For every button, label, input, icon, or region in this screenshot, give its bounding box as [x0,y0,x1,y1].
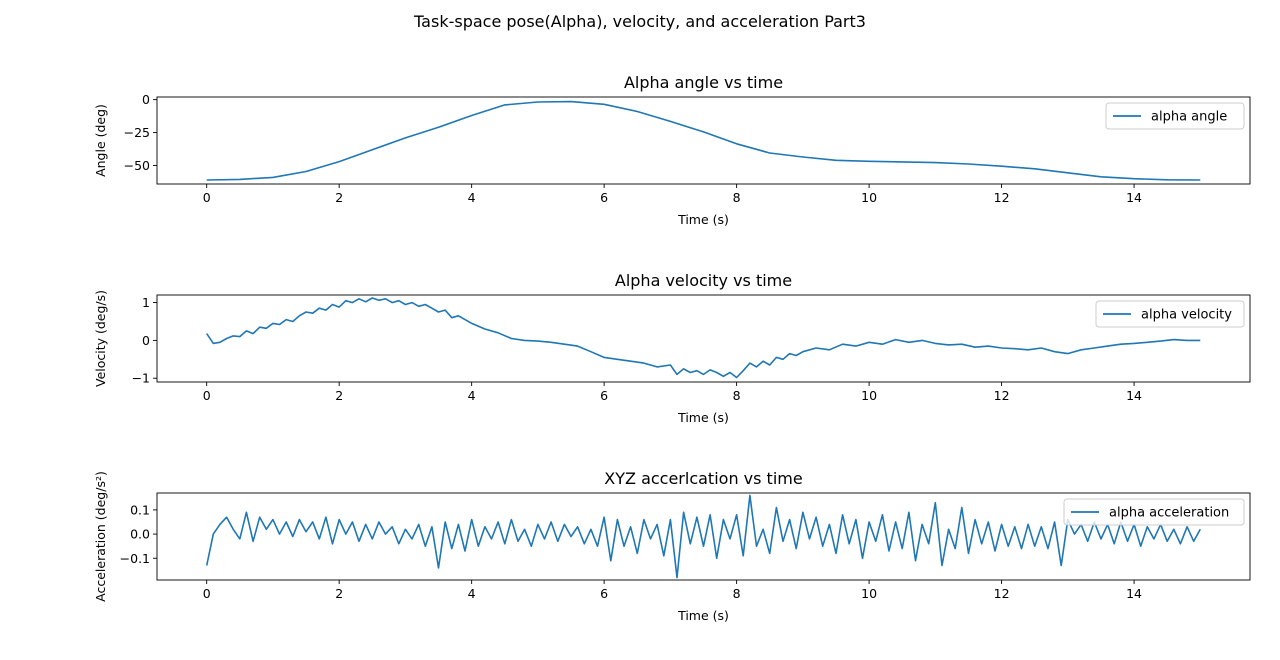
x-tick-label: 10 [861,190,877,205]
axes-frame [156,294,1251,383]
series-line-0 [206,100,1201,181]
axes-frame [156,492,1251,581]
subplot-1: Alpha angle vs time 0 2 4 6 8 10 12 14 0 −25 −50 Tim… [93,73,1251,227]
subplot-title: Alpha angle vs time [624,73,783,92]
x-tick-label: 6 [600,586,608,601]
x-tick-label: 12 [994,586,1010,601]
x-tick-label: 12 [994,388,1010,403]
legend: alpha acceleration [1063,498,1245,526]
x-tick-label: 0 [203,388,211,403]
legend-label: alpha acceleration [1109,506,1229,521]
x-tick-label: 14 [1126,190,1142,205]
x-axis-label: Time (s) [677,212,729,227]
x-tick-label: 8 [733,388,741,403]
legend: alpha angle [1105,102,1245,130]
legend-box [1095,300,1245,328]
series-line-0 [206,297,1201,379]
x-tick-label: 0 [203,586,211,601]
x-tick-label: 6 [600,190,608,205]
y-tick-label: 0.1 [130,502,150,517]
legend: alpha velocity [1095,300,1245,328]
legend-box [1063,498,1245,526]
y-tick-label: −25 [124,125,150,140]
y-tick-label: −50 [124,158,150,173]
x-tick-label: 14 [1126,388,1142,403]
x-tick-label: 6 [600,388,608,403]
y-tick-label: 0 [142,333,150,348]
x-tick-label: 14 [1126,586,1142,601]
x-tick-label: 0 [203,190,211,205]
legend-label: alpha angle [1151,110,1227,125]
x-tick-label: 4 [468,388,476,403]
legend-label: alpha velocity [1141,308,1232,323]
x-axis-label: Time (s) [677,410,729,425]
y-tick-label: 0 [142,92,150,107]
x-tick-label: 2 [335,586,343,601]
x-tick-label: 2 [335,190,343,205]
series-line-0 [205,494,1202,579]
x-tick-label: 10 [861,388,877,403]
y-axis-label: Velocity (deg/s) [93,290,108,387]
legend-box [1105,102,1245,130]
y-tick-label: 1 [142,295,150,310]
y-tick-label: −0.1 [120,551,150,566]
x-tick-label: 10 [861,586,877,601]
subplot-3: XYZ accerlcation vs time 0 2 4 6 8 10 12 14 0.1 0.… [93,469,1251,623]
x-tick-label: 8 [733,586,741,601]
y-tick-label: −1 [132,371,150,386]
axes-frame [156,96,1251,185]
x-tick-label: 12 [994,190,1010,205]
y-axis-label: Acceleration (deg/s²) [93,471,108,602]
subplot-title: XYZ accerlcation vs time [604,469,802,488]
x-tick-label: 4 [468,586,476,601]
y-axis-label: Angle (deg) [93,104,108,177]
y-tick-label: 0.0 [130,527,150,542]
x-tick-label: 4 [468,190,476,205]
x-tick-label: 8 [733,190,741,205]
x-axis-label: Time (s) [677,608,729,623]
figure-title: Task-space pose(Alpha), velocity, and ac… [413,12,866,31]
x-tick-label: 2 [335,388,343,403]
subplot-title: Alpha velocity vs time [615,271,792,290]
